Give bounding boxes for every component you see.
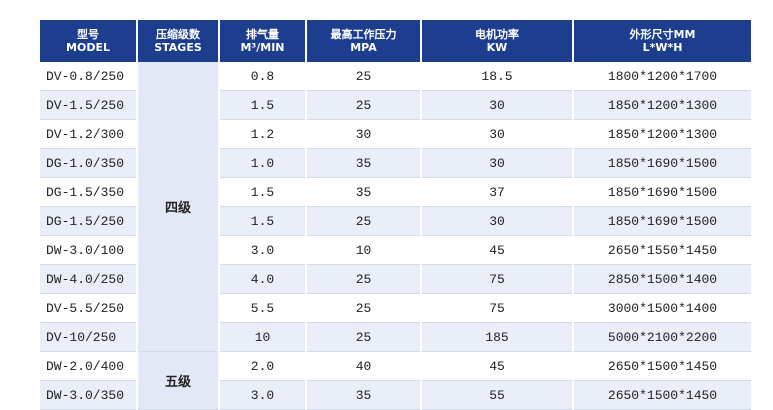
header-text: 外形尺寸MM: [629, 28, 696, 41]
value-cell: 2650*1550*1450: [573, 235, 753, 265]
value-cell: 3.0: [219, 235, 307, 265]
value-cell: 25: [306, 90, 422, 120]
table-row: DV-5.5/250 5.5 25 75 3000*1500*1400: [40, 293, 753, 323]
value-cell: 5.5: [219, 293, 307, 323]
value-cell: 1.5: [219, 177, 307, 207]
value-cell: 35: [306, 148, 422, 178]
value-cell: 2650*1500*1450: [573, 351, 753, 381]
value-cell: 25: [306, 264, 422, 294]
value-cell: 1.5: [219, 90, 307, 120]
value-cell: 3.0: [219, 380, 307, 410]
value-cell: 1800*1200*1700: [573, 62, 753, 91]
model-cell: DW-2.0/400: [40, 351, 138, 381]
value-cell: 45: [421, 235, 574, 265]
value-cell: 1850*1200*1300: [573, 90, 753, 120]
table-row: DW-4.0/250 4.0 25 75 2850*1500*1400: [40, 264, 753, 294]
header-cell: 电机功率 KW: [421, 20, 574, 62]
value-cell: 35: [306, 380, 422, 410]
value-cell: 30: [421, 90, 574, 120]
value-cell: 5000*2100*2200: [573, 322, 753, 352]
model-cell: DV-0.8/250: [40, 62, 138, 91]
header-subtext: STAGES: [154, 41, 202, 54]
spec-table: 型号 MODEL 压缩级数 STAGES 排气量 M³/MIN 最高工作压力 MPA 电机功率 K…: [40, 20, 753, 410]
value-cell: 18.5: [421, 62, 574, 91]
value-cell: 35: [306, 177, 422, 207]
header-cell: 型号 MODEL: [40, 20, 138, 62]
model-cell: DV-1.2/300: [40, 119, 138, 149]
value-cell: 1.2: [219, 119, 307, 149]
value-cell: 1850*1690*1500: [573, 206, 753, 236]
value-cell: 10: [219, 322, 307, 352]
stage-cell: 五级: [137, 351, 220, 410]
value-cell: 25: [306, 62, 422, 91]
value-cell: 3000*1500*1400: [573, 293, 753, 323]
value-cell: 185: [421, 322, 574, 352]
value-cell: 1.0: [219, 148, 307, 178]
header-subtext: MPA: [350, 41, 377, 54]
header-subtext: M³/MIN: [240, 41, 285, 54]
value-cell: 25: [306, 293, 422, 323]
table-row: DV-0.8/250 四级 0.8 25 18.5 1800*1200*1700: [40, 62, 753, 352]
model-cell: DW-3.0/100: [40, 235, 138, 265]
header-text: 型号: [77, 28, 99, 41]
value-cell: 1.5: [219, 206, 307, 236]
header-text: 最高工作压力: [330, 28, 397, 41]
model-cell: DG-1.5/350: [40, 177, 138, 207]
value-cell: 30: [421, 206, 574, 236]
model-cell: DW-3.0/350: [40, 380, 138, 410]
value-cell: 25: [306, 206, 422, 236]
value-cell: 30: [306, 119, 422, 149]
value-cell: 1850*1200*1300: [573, 119, 753, 149]
table-row: DV-10/250 10 25 185 5000*2100*2200: [40, 322, 753, 352]
header-cell: 外形尺寸MM L*W*H: [573, 20, 753, 62]
value-cell: 0.8: [219, 62, 307, 91]
value-cell: 10: [306, 235, 422, 265]
header-subtext: L*W*H: [642, 41, 683, 54]
header-subtext: MODEL: [66, 41, 110, 54]
header-cell: 最高工作压力 MPA: [306, 20, 422, 62]
table-row: DW-3.0/350 3.0 35 55 2650*1500*1450: [40, 380, 753, 410]
model-cell: DG-1.0/350: [40, 148, 138, 178]
value-cell: 40: [306, 351, 422, 381]
value-cell: 75: [421, 264, 574, 294]
value-cell: 30: [421, 148, 574, 178]
value-cell: 45: [421, 351, 574, 381]
value-cell: 2.0: [219, 351, 307, 381]
table-row: DG-1.5/250 1.5 25 30 1850*1690*1500: [40, 206, 753, 236]
model-cell: DW-4.0/250: [40, 264, 138, 294]
value-cell: 55: [421, 380, 574, 410]
value-cell: 1850*1690*1500: [573, 148, 753, 178]
model-cell: DG-1.5/250: [40, 206, 138, 236]
value-cell: 25: [306, 322, 422, 352]
table-body: DV-0.8/250 四级 0.8 25 18.5 1800*1200*1700 DV-1.…: [40, 62, 753, 410]
table-row: DW-2.0/400 五级 2.0 40 45 2650*1500*1450: [40, 351, 753, 410]
header-row: 型号 MODEL 压缩级数 STAGES 排气量 M³/MIN 最高工作压力 MPA 电机功率 K…: [40, 20, 753, 62]
table-row: DV-1.2/300 1.2 30 30 1850*1200*1300: [40, 119, 753, 149]
header-text: 排气量: [246, 28, 279, 41]
model-cell: DV-5.5/250: [40, 293, 138, 323]
value-cell: 1850*1690*1500: [573, 177, 753, 207]
value-cell: 30: [421, 119, 574, 149]
table-row: DV-1.5/250 1.5 25 30 1850*1200*1300: [40, 90, 753, 120]
header-cell: 压缩级数 STAGES: [137, 20, 220, 62]
value-cell: 37: [421, 177, 574, 207]
header-text: 电机功率: [475, 28, 519, 41]
header-text: 压缩级数: [156, 28, 200, 41]
value-cell: 2650*1500*1450: [573, 380, 753, 410]
value-cell: 4.0: [219, 264, 307, 294]
model-cell: DV-10/250: [40, 322, 138, 352]
table-row: DW-3.0/100 3.0 10 45 2650*1550*1450: [40, 235, 753, 265]
header-subtext: KW: [486, 41, 508, 54]
header-cell: 排气量 M³/MIN: [219, 20, 307, 62]
model-cell: DV-1.5/250: [40, 90, 138, 120]
value-cell: 75: [421, 293, 574, 323]
value-cell: 2850*1500*1400: [573, 264, 753, 294]
stage-cell: 四级: [137, 62, 220, 352]
table-row: DG-1.0/350 1.0 35 30 1850*1690*1500: [40, 148, 753, 178]
table-row: DG-1.5/350 1.5 35 37 1850*1690*1500: [40, 177, 753, 207]
